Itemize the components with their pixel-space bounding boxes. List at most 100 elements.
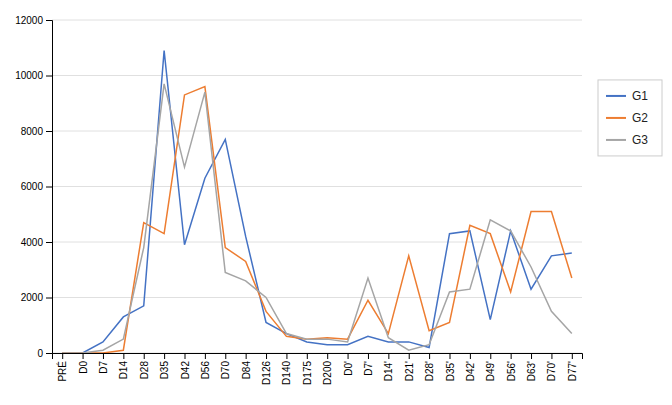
x-tick: D0'	[343, 353, 354, 376]
legend-label: G3	[632, 133, 648, 147]
x-tick: D77'	[567, 353, 578, 381]
x-tick-label: D21'	[404, 361, 415, 381]
y-tick: 4000	[21, 237, 52, 248]
axis-domain	[53, 354, 583, 360]
axis-domain	[46, 21, 53, 354]
x-tick-label: D63'	[526, 361, 537, 381]
x-tick-mark	[225, 353, 226, 359]
x-tick-label: D126	[261, 361, 272, 385]
x-tick-mark	[103, 353, 104, 359]
x-tick: D126	[261, 353, 272, 385]
x-tick-label: D7'	[363, 361, 374, 376]
x-tick-mark	[83, 353, 84, 359]
grid-line	[52, 131, 582, 132]
x-tick-label: D7	[98, 361, 109, 374]
y-tick-mark	[46, 187, 52, 188]
x-tick-label: D84	[241, 361, 252, 380]
x-tick-mark	[123, 353, 124, 359]
chart: PRÉD0D7D14D28D35D42D56D70D84D126D140D175…	[0, 0, 672, 405]
x-tick-mark	[409, 353, 410, 359]
y-tick: 8000	[21, 126, 52, 137]
legend-swatch	[606, 139, 626, 141]
x-tick-label: D14'	[383, 361, 394, 381]
y-tick: 0	[37, 348, 52, 359]
x-tick: D7'	[363, 353, 374, 376]
legend-item: G1	[606, 89, 648, 103]
y-tick-mark	[46, 76, 52, 77]
x-tick: D28'	[424, 353, 435, 381]
grid-line	[52, 20, 582, 21]
x-tick: D200	[322, 353, 333, 385]
x-tick: D35	[159, 353, 170, 379]
x-tick: D35'	[445, 353, 456, 381]
x-tick: D70	[220, 353, 231, 379]
x-tick: D140	[281, 353, 292, 385]
x-tick-label: D35'	[445, 361, 456, 381]
x-tick-mark	[62, 353, 63, 359]
x-tick: D28	[139, 353, 150, 379]
x-tick-mark	[246, 353, 247, 359]
legend-label: G2	[632, 111, 648, 125]
x-tick: D7	[98, 353, 109, 374]
x-tick-mark	[470, 353, 471, 359]
legend-label: G1	[632, 89, 648, 103]
x-tick-label: D0'	[343, 361, 354, 376]
x-tick: D56	[200, 353, 211, 379]
y-tick-mark	[46, 242, 52, 243]
y-tick-label: 12000	[15, 15, 43, 26]
grid-line	[52, 186, 582, 187]
x-tick: D42	[180, 353, 191, 379]
x-tick-label: D35	[159, 361, 170, 380]
x-tick-label: D56'	[506, 361, 517, 381]
x-tick: D84	[241, 353, 252, 379]
x-tick-label: D42	[180, 361, 191, 380]
x-tick-mark	[144, 353, 145, 359]
x-tick: D14'	[383, 353, 394, 381]
legend-swatch	[606, 95, 626, 97]
x-tick-mark	[164, 353, 165, 359]
x-tick-mark	[551, 353, 552, 359]
x-tick-mark	[327, 353, 328, 359]
x-tick: D49'	[485, 353, 496, 381]
x-tick-label: D77'	[567, 361, 578, 381]
y-tick: 2000	[21, 292, 52, 303]
legend: G1 G2 G3	[598, 80, 662, 156]
y-tick-mark	[46, 298, 52, 299]
legend-frame	[598, 80, 662, 156]
x-tick-mark	[388, 353, 389, 359]
y-tick-label: 8000	[21, 126, 44, 137]
series-line	[62, 51, 572, 353]
y-tick: 10000	[15, 70, 52, 81]
x-tick: D0	[78, 353, 89, 374]
x-tick-label: D0	[78, 361, 89, 374]
x-tick-label: D140	[281, 361, 292, 385]
legend-item: G3	[606, 133, 648, 147]
x-tick: D70'	[546, 353, 557, 381]
legend-item: G2	[606, 111, 648, 125]
y-tick-mark	[46, 131, 52, 132]
x-tick: PRÉ	[56, 353, 68, 382]
x-tick-mark	[490, 353, 491, 359]
x-tick-label: D70'	[546, 361, 557, 381]
y-tick: 12000	[15, 15, 52, 26]
y-tick-label: 10000	[15, 70, 43, 81]
y-tick: 6000	[21, 181, 52, 192]
x-tick-mark	[450, 353, 451, 359]
y-tick-label: 4000	[21, 237, 44, 248]
y-axis: 0 2000 4000 6000 8000 10000 12000	[15, 15, 52, 359]
x-tick-label: D42'	[465, 361, 476, 381]
x-tick-label: D175	[302, 361, 313, 385]
x-tick-mark	[205, 353, 206, 359]
x-tick-label: PRÉ	[56, 361, 68, 382]
x-tick: D63'	[526, 353, 537, 381]
x-tick-mark	[307, 353, 308, 359]
x-tick-label: D28	[139, 361, 150, 380]
x-tick-mark	[368, 353, 369, 359]
y-tick-mark	[46, 353, 52, 354]
x-tick: D175	[302, 353, 313, 385]
x-tick-label: D70	[220, 361, 231, 380]
y-tick-mark	[46, 20, 52, 21]
grid-line	[52, 242, 582, 243]
series-line	[62, 84, 572, 353]
x-tick-label: D49'	[485, 361, 496, 381]
